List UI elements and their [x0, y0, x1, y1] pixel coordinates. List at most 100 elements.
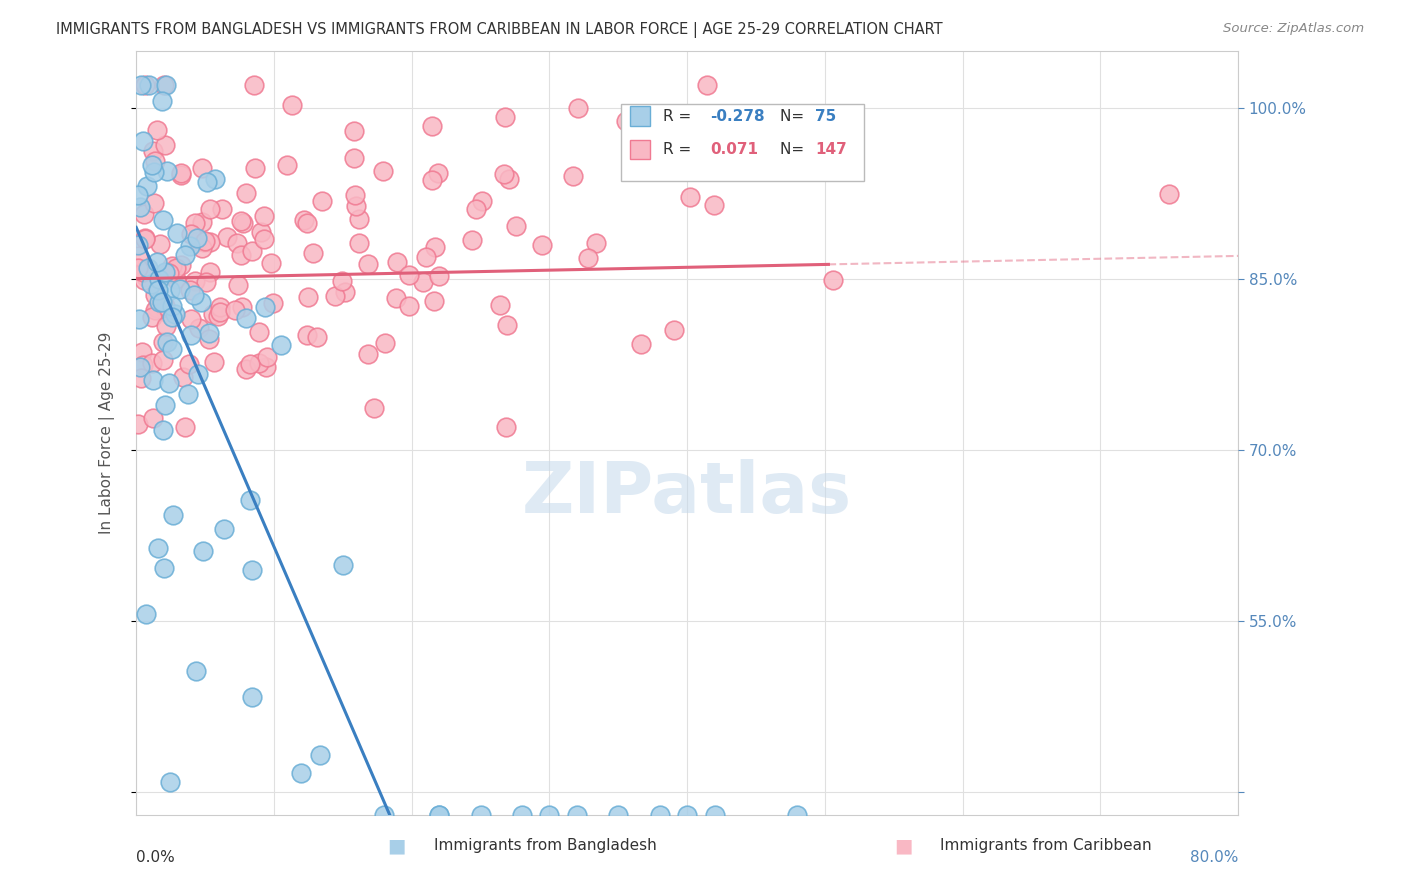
Point	[160, 299, 183, 313]
Point	[330, 274, 353, 288]
Point	[169, 283, 191, 297]
Point	[179, 283, 201, 297]
Point	[155, 318, 177, 333]
Point	[191, 544, 214, 558]
Point	[363, 401, 385, 416]
Point	[188, 321, 211, 335]
Point	[136, 261, 159, 276]
Point	[676, 807, 699, 822]
Point	[492, 167, 515, 181]
Point	[177, 387, 200, 401]
Point	[332, 558, 354, 573]
Point	[142, 145, 165, 159]
Point	[198, 332, 221, 346]
Point	[343, 151, 366, 165]
Point	[464, 202, 486, 216]
FancyBboxPatch shape	[621, 104, 863, 180]
Point	[194, 234, 217, 248]
Point	[134, 232, 156, 246]
Point	[143, 303, 166, 318]
Point	[254, 300, 277, 314]
Point	[163, 307, 186, 321]
Point	[129, 200, 152, 214]
Point	[165, 271, 187, 285]
Point	[135, 269, 157, 284]
Point	[240, 563, 263, 577]
Point	[235, 310, 257, 325]
Point	[398, 299, 420, 313]
Text: R =: R =	[664, 109, 696, 124]
Point	[247, 325, 270, 339]
Point	[510, 807, 533, 822]
Text: N=: N=	[780, 143, 808, 158]
Point	[180, 227, 202, 241]
Point	[461, 233, 484, 247]
Point	[242, 244, 264, 259]
Point	[187, 367, 209, 381]
Text: N=: N=	[780, 109, 808, 124]
Point	[703, 807, 725, 822]
Text: Immigrants from Caribbean: Immigrants from Caribbean	[941, 838, 1152, 854]
Point	[505, 219, 527, 234]
Point	[156, 335, 179, 350]
Point	[630, 336, 652, 351]
Point	[229, 248, 252, 262]
Point	[153, 561, 176, 575]
Text: 0.0%: 0.0%	[136, 850, 174, 865]
Point	[488, 298, 510, 312]
Point	[155, 78, 177, 92]
Point	[169, 166, 191, 180]
Point	[134, 231, 156, 245]
Point	[146, 283, 169, 297]
Point	[200, 235, 222, 249]
Point	[211, 202, 233, 216]
Point	[226, 277, 249, 292]
Point	[703, 198, 725, 212]
Point	[186, 231, 208, 245]
Point	[162, 508, 184, 523]
Point	[240, 690, 263, 704]
Point	[143, 287, 166, 301]
Point	[250, 225, 273, 239]
Point	[662, 323, 685, 337]
Point	[232, 216, 254, 230]
Point	[193, 235, 215, 249]
Point	[159, 774, 181, 789]
Point	[141, 310, 163, 324]
Point	[290, 765, 312, 780]
Point	[231, 300, 253, 314]
Point	[423, 240, 446, 254]
Point	[344, 187, 367, 202]
Point	[427, 269, 450, 284]
Point	[160, 342, 183, 356]
Point	[152, 423, 174, 437]
Point	[398, 268, 420, 282]
Point	[165, 261, 187, 276]
Point	[190, 241, 212, 255]
Text: ■: ■	[894, 837, 912, 855]
Point	[187, 234, 209, 248]
FancyBboxPatch shape	[630, 140, 650, 159]
Point	[184, 216, 207, 230]
Point	[128, 311, 150, 326]
Point	[385, 255, 408, 269]
Point	[496, 318, 519, 332]
Point	[415, 250, 437, 264]
Point	[198, 326, 221, 340]
Point	[160, 310, 183, 325]
Point	[260, 256, 283, 270]
Point	[280, 97, 302, 112]
Point	[239, 358, 262, 372]
Point	[344, 199, 367, 213]
Point	[215, 229, 238, 244]
Point	[131, 345, 153, 359]
Point	[148, 294, 170, 309]
Text: ZIPatlas: ZIPatlas	[522, 459, 852, 528]
Point	[180, 311, 202, 326]
Point	[648, 807, 671, 822]
Point	[614, 114, 637, 128]
Point	[152, 213, 174, 227]
Point	[174, 420, 197, 434]
Point	[148, 272, 170, 286]
Point	[136, 178, 159, 193]
